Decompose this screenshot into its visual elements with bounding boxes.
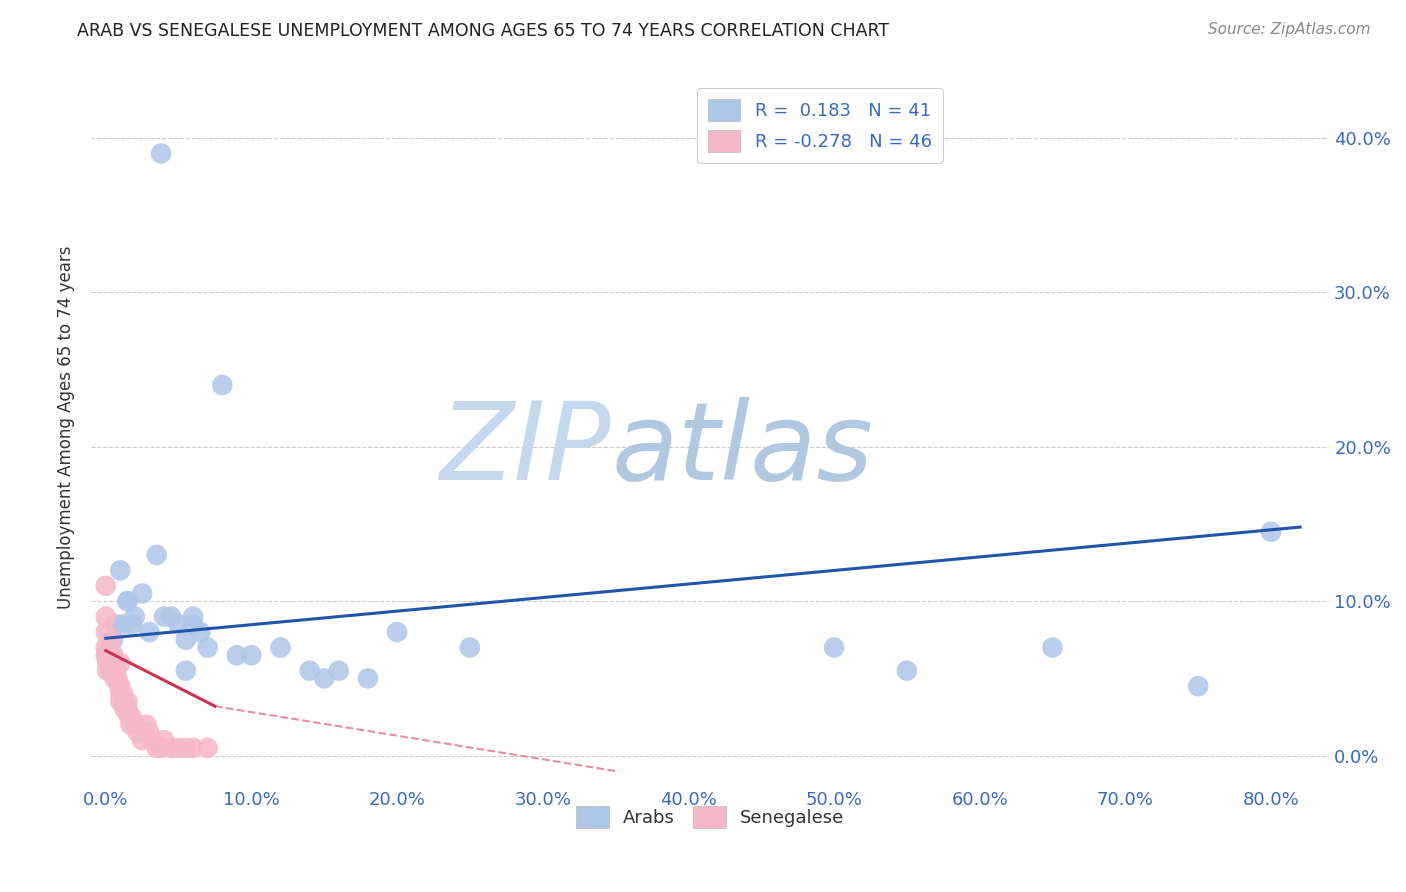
Text: atlas: atlas bbox=[612, 397, 873, 501]
Point bbox=[160, 609, 183, 624]
Point bbox=[823, 640, 845, 655]
Point bbox=[112, 617, 135, 632]
Point bbox=[121, 617, 143, 632]
Point bbox=[117, 695, 139, 709]
Point bbox=[181, 609, 204, 624]
Point bbox=[225, 648, 247, 663]
Point bbox=[135, 717, 157, 731]
Point bbox=[117, 594, 139, 608]
Point bbox=[94, 579, 117, 593]
Point bbox=[160, 740, 183, 755]
Point bbox=[138, 625, 160, 640]
Point bbox=[110, 563, 132, 577]
Point bbox=[1042, 640, 1064, 655]
Point bbox=[98, 640, 121, 655]
Point bbox=[240, 648, 263, 663]
Text: Source: ZipAtlas.com: Source: ZipAtlas.com bbox=[1208, 22, 1371, 37]
Point bbox=[110, 656, 132, 670]
Point bbox=[112, 687, 135, 701]
Point bbox=[167, 740, 190, 755]
Point bbox=[150, 146, 173, 161]
Point bbox=[211, 378, 233, 392]
Point bbox=[357, 672, 380, 686]
Point bbox=[114, 702, 136, 716]
Point bbox=[174, 664, 197, 678]
Point bbox=[124, 717, 146, 731]
Point bbox=[124, 609, 146, 624]
Point bbox=[121, 710, 143, 724]
Point bbox=[105, 672, 128, 686]
Point bbox=[167, 617, 190, 632]
Point bbox=[118, 710, 141, 724]
Point bbox=[145, 548, 167, 562]
Point bbox=[101, 632, 124, 647]
Point bbox=[96, 648, 118, 663]
Point bbox=[328, 664, 350, 678]
Point bbox=[100, 632, 122, 647]
Point bbox=[110, 679, 132, 693]
Point bbox=[298, 664, 321, 678]
Point bbox=[101, 648, 124, 663]
Y-axis label: Unemployment Among Ages 65 to 74 years: Unemployment Among Ages 65 to 74 years bbox=[58, 246, 75, 609]
Point bbox=[458, 640, 481, 655]
Point bbox=[103, 656, 125, 670]
Point bbox=[98, 664, 121, 678]
Legend: Arabs, Senegalese: Arabs, Senegalese bbox=[569, 798, 852, 835]
Point bbox=[138, 725, 160, 739]
Point bbox=[190, 625, 212, 640]
Point bbox=[153, 733, 176, 747]
Point bbox=[197, 740, 219, 755]
Text: ARAB VS SENEGALESE UNEMPLOYMENT AMONG AGES 65 TO 74 YEARS CORRELATION CHART: ARAB VS SENEGALESE UNEMPLOYMENT AMONG AG… bbox=[77, 22, 890, 40]
Point bbox=[101, 664, 124, 678]
Point bbox=[314, 672, 336, 686]
Point bbox=[197, 640, 219, 655]
Point bbox=[94, 625, 117, 640]
Point bbox=[181, 740, 204, 755]
Point bbox=[96, 664, 118, 678]
Point bbox=[94, 648, 117, 663]
Point bbox=[101, 648, 124, 663]
Point bbox=[117, 702, 139, 716]
Point bbox=[108, 679, 131, 693]
Point bbox=[117, 594, 139, 608]
Point bbox=[97, 656, 120, 670]
Point bbox=[127, 725, 149, 739]
Point bbox=[141, 733, 163, 747]
Point bbox=[101, 656, 124, 670]
Point bbox=[270, 640, 292, 655]
Point bbox=[97, 648, 120, 663]
Point bbox=[174, 632, 197, 647]
Point bbox=[120, 717, 142, 731]
Text: ZIP: ZIP bbox=[440, 397, 612, 501]
Point bbox=[94, 609, 117, 624]
Point bbox=[153, 609, 176, 624]
Point bbox=[98, 648, 121, 663]
Point bbox=[96, 656, 118, 670]
Point bbox=[1260, 524, 1282, 539]
Point bbox=[145, 740, 167, 755]
Point bbox=[131, 586, 153, 600]
Point bbox=[385, 625, 408, 640]
Point bbox=[103, 672, 125, 686]
Point bbox=[110, 695, 132, 709]
Point bbox=[112, 695, 135, 709]
Point bbox=[104, 664, 127, 678]
Point bbox=[110, 687, 132, 701]
Point bbox=[1187, 679, 1209, 693]
Point bbox=[150, 740, 173, 755]
Point bbox=[896, 664, 918, 678]
Point bbox=[131, 733, 153, 747]
Point bbox=[100, 648, 122, 663]
Point bbox=[97, 656, 120, 670]
Point bbox=[104, 617, 127, 632]
Point bbox=[181, 617, 204, 632]
Point bbox=[174, 740, 197, 755]
Point bbox=[94, 640, 117, 655]
